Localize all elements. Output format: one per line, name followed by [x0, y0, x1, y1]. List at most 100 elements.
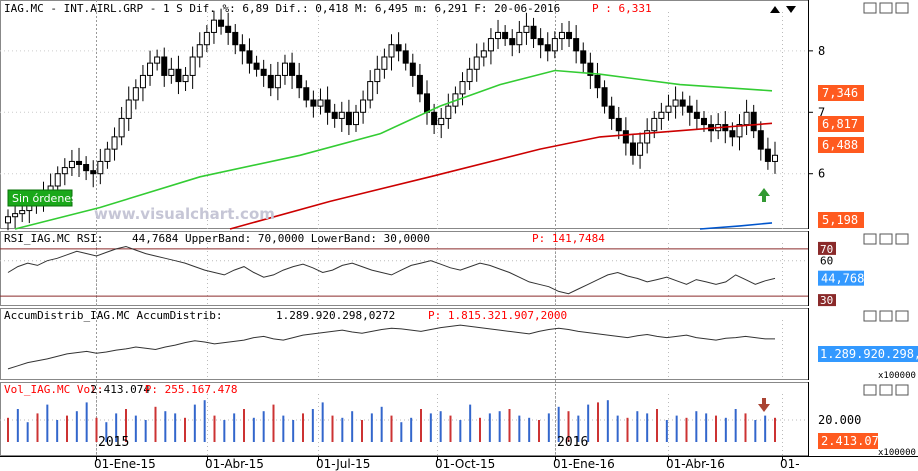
rsi-line	[7, 245, 776, 295]
candle-body	[381, 56, 388, 70]
candle-body	[772, 154, 778, 162]
rsi-label-value: 44,768	[821, 272, 864, 286]
candle-body	[459, 81, 466, 95]
ad-close-button	[895, 310, 909, 322]
candle-body	[97, 160, 104, 175]
rsi-label-value-box	[818, 270, 864, 286]
vol-label-box	[818, 433, 878, 449]
vol-header-p: P: 255.167.478	[145, 383, 238, 396]
price-label: 6,488	[822, 138, 858, 152]
candle-body	[61, 167, 68, 175]
watermark: www.visualchart.com	[94, 205, 275, 223]
candle-body	[587, 62, 594, 76]
price-label: 7,346	[822, 86, 858, 100]
candle-body	[345, 111, 352, 126]
candle-body	[154, 56, 161, 64]
candle-body	[637, 142, 644, 156]
ad-header-p: P: 1.815.321.907,2000	[428, 309, 567, 322]
orders-badge-label: Sin órdenes	[12, 192, 77, 205]
price-label-box	[818, 137, 864, 153]
sell-arrow-icon	[758, 398, 770, 412]
candle-body	[111, 136, 118, 150]
ad-label-box	[818, 346, 918, 362]
candle-body	[289, 62, 296, 76]
candle-body	[19, 210, 26, 215]
price-maximize-button	[879, 2, 893, 14]
candle-body	[438, 117, 445, 126]
rsi-header-value: 44,7684 UpperBand: 70,0000 LowerBand: 30…	[132, 232, 430, 245]
candle-body	[700, 117, 707, 126]
ad-minimize-button	[863, 310, 877, 322]
price-label: 5,198	[822, 213, 858, 227]
candle-body	[530, 25, 537, 40]
candle-body	[736, 124, 743, 138]
candle-body	[253, 62, 260, 70]
candle-body	[118, 117, 125, 138]
candle-body	[431, 111, 438, 126]
candle-body	[147, 62, 154, 76]
candle-body	[537, 38, 544, 46]
price-label-box	[818, 85, 864, 101]
candle-body	[139, 74, 146, 89]
buy-arrow-icon	[758, 188, 770, 202]
price-header-p: P : 6,331	[592, 2, 652, 15]
price-header: IAG.MC - INT.AIRL.GRP - 1 S Dif. %: 6,89…	[4, 2, 652, 15]
candle-body	[296, 74, 303, 89]
volume-bars	[7, 400, 776, 442]
price-label-box	[818, 116, 864, 132]
candle-body	[551, 38, 558, 52]
candle-body	[352, 111, 359, 126]
candle-body	[281, 62, 288, 76]
candle-body	[189, 56, 196, 76]
rsi-label-70-box	[818, 241, 836, 255]
candle-body	[658, 111, 665, 119]
x-axis-label: 01-Ene-15	[94, 457, 156, 471]
rsi-label-30: 30	[820, 294, 833, 307]
rsi-minimize-button	[863, 233, 877, 245]
scroll-down-icon	[786, 6, 796, 13]
candle-body	[615, 117, 622, 132]
candle-body	[523, 25, 530, 33]
x-axis-label: 01-Ene-16	[553, 457, 615, 471]
price-close-button	[895, 2, 909, 14]
candle-body	[644, 130, 651, 144]
candle-body	[466, 68, 473, 83]
candle-body	[416, 74, 423, 95]
candle-body	[310, 99, 317, 107]
candle-body	[729, 130, 736, 138]
candle-body	[317, 99, 324, 107]
price-label: 6,817	[822, 117, 858, 131]
candle-body	[239, 44, 246, 52]
candle-body	[232, 31, 239, 46]
candle-body	[502, 31, 509, 40]
rsi-label-70: 70	[820, 243, 833, 256]
candle-body	[267, 74, 274, 89]
rsi-label-30-box	[818, 294, 836, 307]
vol-header-value: 2.413.074	[90, 383, 150, 396]
candle-body	[757, 130, 764, 150]
candle-body	[260, 68, 267, 76]
candle-body	[516, 31, 523, 46]
ad-multiplier: x100000	[878, 371, 916, 381]
ma-blue-line	[699, 222, 773, 230]
candle-body	[203, 31, 210, 46]
candle-body	[367, 81, 374, 101]
candle-body	[218, 19, 225, 27]
candle-body	[274, 74, 281, 89]
x-axis-label: 01-	[780, 457, 800, 471]
price-y-tick: 7	[818, 105, 825, 119]
candle-body	[196, 44, 203, 58]
candle-body	[132, 87, 139, 101]
candle-body	[90, 170, 97, 175]
vol-maximize-button	[879, 384, 893, 396]
rsi-header-p: P: 141,7484	[532, 232, 605, 245]
ad-header-value: 1.289.920.298,0272	[276, 309, 395, 322]
panel-ad	[0, 308, 809, 380]
candle-body	[629, 142, 636, 156]
candle-body	[161, 56, 168, 76]
ad-maximize-button	[879, 310, 893, 322]
candle-body	[324, 99, 331, 113]
candle-body	[331, 111, 338, 119]
candle-body	[665, 105, 672, 113]
